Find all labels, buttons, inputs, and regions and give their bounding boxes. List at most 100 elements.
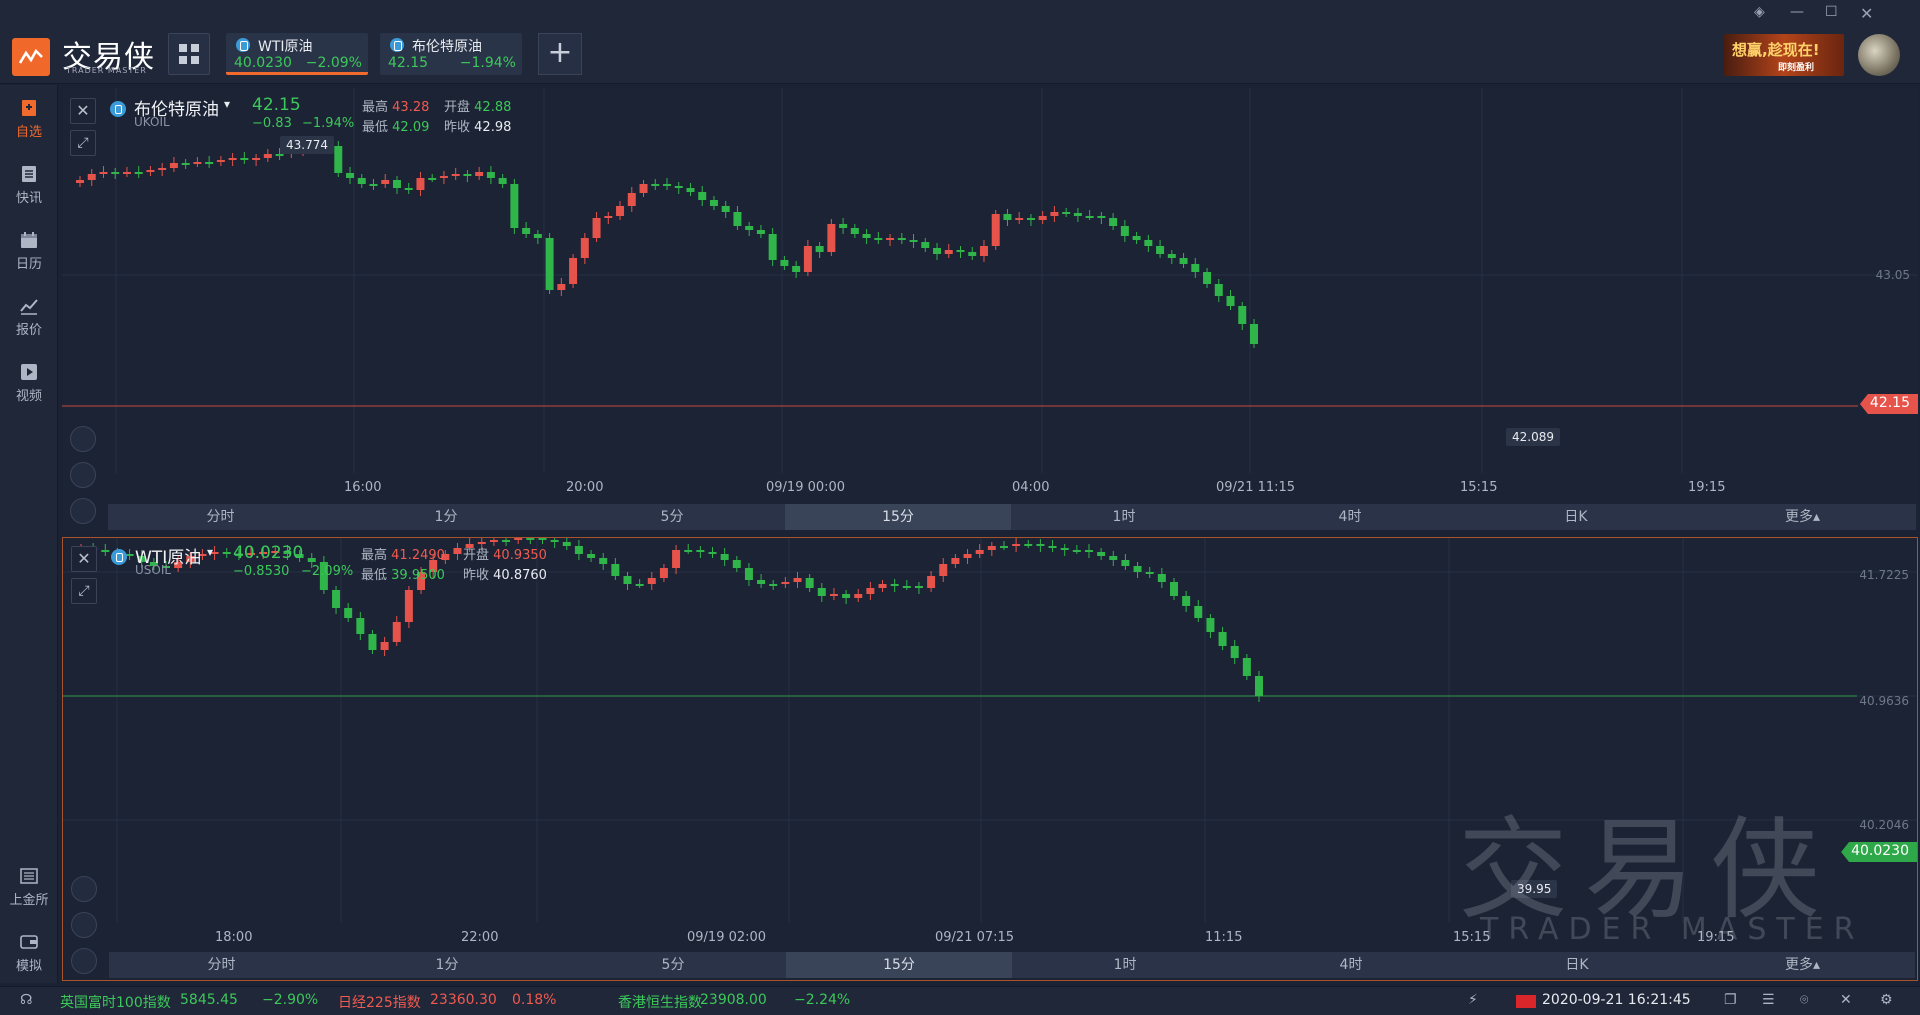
candle-body (369, 184, 378, 186)
period-more[interactable]: 更多▴ (1784, 957, 1821, 973)
mute-icon[interactable]: ✕ (1840, 992, 1852, 1008)
period-tab[interactable]: 1分 (435, 957, 459, 973)
period-tab[interactable]: 15分 (785, 504, 1011, 530)
ticker-change: −2.24% (794, 992, 851, 1008)
candle-body (1072, 550, 1081, 552)
candle-body (1157, 574, 1166, 582)
candle-body (616, 206, 625, 216)
analysis-tool-icon[interactable] (71, 948, 97, 974)
headset-icon[interactable]: ☊ (20, 992, 33, 1008)
symbol-name[interactable]: WTI原油 (135, 548, 202, 568)
sidebar-item-quotes[interactable]: 报价 (0, 287, 58, 343)
tab-wti[interactable]: WTI原油 40.0230 −2.09% (226, 33, 368, 75)
add-tab-button[interactable]: + (538, 33, 582, 75)
sidebar-item-video[interactable]: 视频 (0, 353, 58, 409)
period-more[interactable]: 更多▴ (1784, 509, 1821, 525)
candle-body (902, 586, 911, 588)
period-tab[interactable]: 分时 (207, 957, 236, 973)
stat-open: 开盘 42.88 (444, 100, 512, 115)
indicator-tool-icon[interactable] (71, 876, 97, 902)
minimize-icon[interactable]: — (1790, 4, 1804, 20)
skin-icon[interactable]: ◈ (1754, 4, 1765, 20)
period-tab[interactable]: 15分 (786, 952, 1012, 978)
candle-body (827, 224, 836, 252)
candle-body (792, 266, 801, 272)
promo-banner[interactable]: 想赢,趁现在! 即刻盈利 (1724, 34, 1844, 76)
menu-icon[interactable]: ☰ (1762, 992, 1775, 1008)
close-panel-icon[interactable]: ✕ (71, 546, 97, 572)
candle-body (1097, 552, 1106, 556)
period-tab[interactable]: 5分 (661, 957, 685, 973)
camera-icon[interactable]: ⌾ (1800, 992, 1809, 1008)
candle-body (76, 180, 84, 183)
clock: 2020-09-21 16:21:45 (1542, 992, 1691, 1008)
candle-body (1132, 236, 1141, 240)
candle-body (1133, 566, 1142, 572)
layout-grid-button[interactable] (168, 33, 210, 75)
period-tab[interactable]: 1时 (1112, 509, 1136, 525)
close-panel-icon[interactable]: ✕ (70, 98, 96, 124)
maximize-icon[interactable]: ☐ (1825, 4, 1838, 20)
low-price-tooltip: 42.089 (1506, 428, 1560, 446)
period-tab[interactable]: 日K (1564, 509, 1588, 525)
sidebar-item-watchlist[interactable]: 自选 (0, 89, 58, 145)
period-tab[interactable]: 4时 (1338, 509, 1362, 525)
candle-body (1206, 618, 1215, 632)
indicator-tool-icon[interactable] (70, 426, 96, 452)
candle-body (999, 546, 1008, 548)
draw-tool-icon[interactable] (70, 462, 96, 488)
candle-body (708, 552, 717, 554)
x-axis-label: 09/19 02:00 (687, 930, 767, 945)
symbol-dropdown-icon[interactable]: ▾ (224, 97, 231, 111)
ticker-name[interactable]: 香港恒生指数 (618, 995, 702, 1011)
candle-body (979, 246, 988, 256)
candle-body (451, 174, 460, 176)
avatar[interactable] (1858, 34, 1900, 76)
draw-tool-icon[interactable] (71, 912, 97, 938)
chart-panel-wti: ✕ ⤢ WTI原油 ▾ USOIL 40.0230 −0.8530 −2.09%… (62, 537, 1918, 981)
period-tab[interactable]: 1分 (434, 509, 458, 525)
candle-body (839, 224, 848, 228)
candle-body (1182, 596, 1191, 606)
symbol-change-pct: −2.09% (301, 564, 354, 579)
candle-body (381, 180, 390, 184)
candle-body (803, 246, 812, 272)
analysis-tool-icon[interactable] (70, 498, 96, 524)
x-axis-label: 20:00 (566, 480, 604, 495)
sidebar-item-news[interactable]: 快讯 (0, 155, 58, 211)
candlestick-chart-wti[interactable] (63, 538, 1917, 980)
symbol-name[interactable]: 布伦特原油 (134, 100, 219, 120)
sidebar-item-calendar[interactable]: 日历 (0, 221, 58, 277)
candle-body (463, 174, 472, 176)
period-tab[interactable]: 5分 (660, 509, 684, 525)
period-tab[interactable]: 4时 (1339, 957, 1363, 973)
candlestick-chart-brent[interactable] (62, 88, 1918, 530)
candle-body (1015, 218, 1024, 220)
candle-body (647, 578, 656, 584)
ticker-name[interactable]: 英国富时100指数 (60, 995, 171, 1011)
period-tab[interactable]: 1时 (1113, 957, 1137, 973)
close-window-icon[interactable]: ✕ (1860, 4, 1874, 23)
sidebar-item-simulate[interactable]: 模拟 (0, 923, 58, 979)
settings-gear-icon[interactable]: ⚙ (1880, 992, 1893, 1008)
symbol-price: 42.15 (252, 95, 301, 115)
sidebar-item-sge[interactable]: 上金所 (0, 857, 58, 913)
period-tab[interactable]: 分时 (206, 509, 235, 525)
ticker-name[interactable]: 日经225指数 (338, 995, 421, 1011)
candle-body (627, 193, 636, 206)
tab-change: −1.94% (459, 55, 516, 71)
candle-body (639, 184, 648, 193)
window-icon[interactable]: ❐ (1724, 992, 1737, 1008)
connection-icon[interactable]: ⚡ (1468, 992, 1478, 1008)
tab-brent[interactable]: 布伦特原油 42.15 −1.94% (380, 33, 522, 75)
symbol-change-pct: −1.94% (302, 116, 355, 131)
expand-panel-icon[interactable]: ⤢ (71, 578, 97, 604)
candle-body (1003, 214, 1012, 220)
candle-body (914, 586, 923, 588)
symbol-dropdown-icon[interactable]: ▾ (207, 545, 214, 559)
period-tab[interactable]: 日K (1565, 957, 1589, 973)
candle-body (198, 554, 207, 556)
x-axis-label: 09/19 00:00 (766, 480, 846, 495)
expand-panel-icon[interactable]: ⤢ (70, 130, 96, 156)
